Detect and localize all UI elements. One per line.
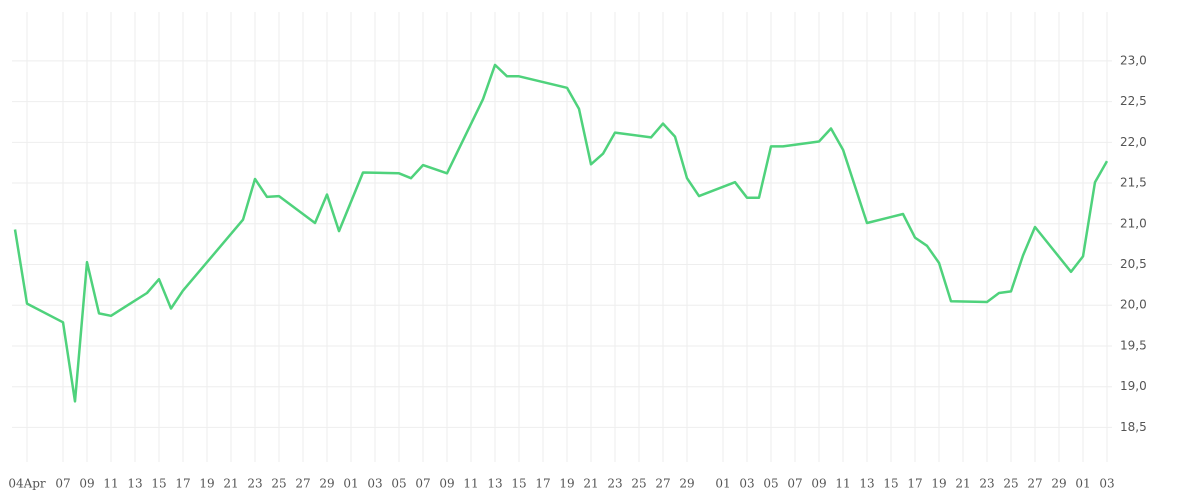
x-tick-label: 19 — [931, 477, 946, 491]
x-tick-label: 09 — [79, 477, 94, 491]
line — [13, 63, 1109, 403]
x-tick-label: 09 — [811, 477, 826, 491]
x-tick-label: 21 — [955, 477, 970, 491]
x-tick-label: 21 — [223, 477, 238, 491]
x-tick-label: 13 — [127, 477, 142, 491]
x-tick-label: 07 — [415, 477, 430, 491]
y-tick-label: 23,0 — [1120, 53, 1147, 67]
x-tick-label: 05 — [763, 477, 778, 491]
x-tick-label: 03 — [1099, 477, 1114, 491]
x-tick-label: 11 — [103, 477, 118, 491]
x-tick-label: 01 — [1075, 477, 1090, 491]
y-tick-label: 20,5 — [1120, 257, 1147, 271]
x-tick-label: 19 — [559, 477, 574, 491]
x-tick-label: 13 — [859, 477, 874, 491]
x-tick-label: 29 — [319, 477, 334, 491]
x-tick-label: 03 — [739, 477, 754, 491]
x-tick-label: 21 — [583, 477, 598, 491]
x-tick-label: 01 — [343, 477, 358, 491]
y-tick-label: 21,5 — [1120, 176, 1147, 190]
x-tick-label: 25 — [631, 477, 646, 491]
y-tick-label: 22,5 — [1120, 94, 1147, 108]
x-tick-label: 01 — [715, 477, 730, 491]
x-tick-label: 15 — [883, 477, 898, 491]
x-tick-label: 15 — [151, 477, 166, 491]
x-tick-label: 13 — [487, 477, 502, 491]
y-tick-label: 22,0 — [1120, 135, 1147, 149]
x-tick-label: 17 — [907, 477, 922, 491]
y-tick-label: 21,0 — [1120, 216, 1147, 230]
x-tick-label: 27 — [655, 477, 670, 491]
x-tick-label: 04Apr — [8, 477, 46, 491]
x-tick-label: 11 — [835, 477, 850, 491]
x-tick-label: 07 — [787, 477, 802, 491]
x-tick-label: 23 — [979, 477, 994, 491]
y-tick-label: 19,0 — [1120, 379, 1147, 393]
x-tick-label: 27 — [295, 477, 310, 491]
x-tick-label: 27 — [1027, 477, 1042, 491]
x-tick-label: 17 — [535, 477, 550, 491]
x-tick-label: 03 — [367, 477, 382, 491]
x-tick-label: 29 — [679, 477, 694, 491]
x-tick-label: 11 — [463, 477, 478, 491]
y-tick-label: 20,0 — [1120, 298, 1147, 312]
y-tick-label: 19,5 — [1120, 338, 1147, 352]
x-tick-label: 17 — [175, 477, 190, 491]
x-tick-label: 09 — [439, 477, 454, 491]
x-tick-label: 15 — [511, 477, 526, 491]
x-tick-label: 19 — [199, 477, 214, 491]
x-tick-label: 23 — [247, 477, 262, 491]
x-tick-label: 25 — [1003, 477, 1018, 491]
x-tick-label: 25 — [271, 477, 286, 491]
x-tick-label: 05 — [391, 477, 406, 491]
y-tick-label: 18,5 — [1120, 420, 1147, 434]
x-tick-label: 29 — [1051, 477, 1066, 491]
x-tick-label: 23 — [607, 477, 622, 491]
x-tick-label: 07 — [55, 477, 70, 491]
